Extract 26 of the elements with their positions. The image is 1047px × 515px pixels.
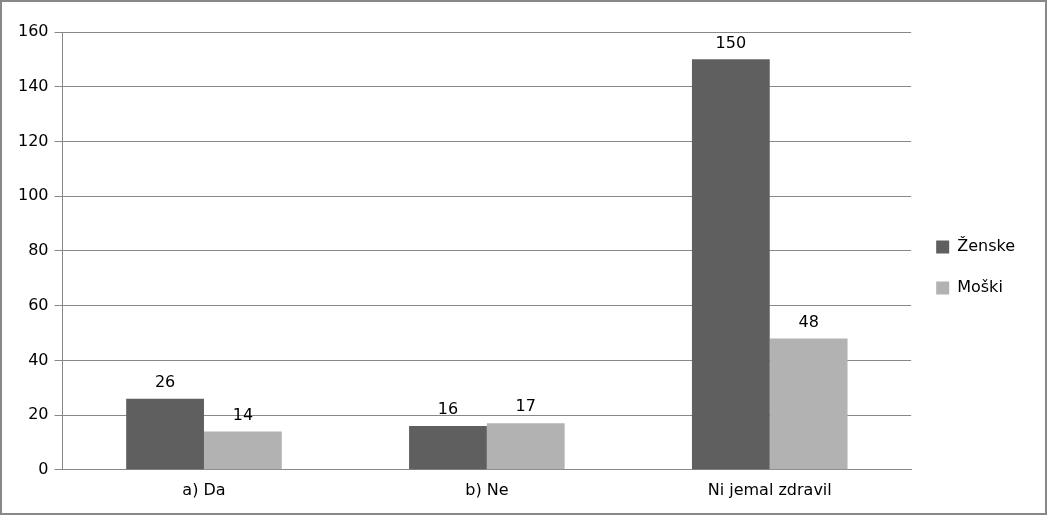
data-label: 48 — [798, 311, 819, 331]
data-label: 16 — [437, 399, 459, 419]
bar — [409, 426, 487, 470]
data-label: 26 — [154, 371, 176, 391]
bar — [486, 423, 565, 470]
bar — [203, 431, 282, 470]
y-tick-label: 140 — [17, 75, 49, 95]
legend-label: Ženske — [957, 236, 1016, 256]
x-tick-label: Ni jemal zdravil — [707, 479, 832, 499]
y-tick-label: 20 — [28, 404, 49, 424]
bar — [691, 59, 770, 470]
x-tick-label: b) Ne — [465, 479, 509, 499]
legend-label: Moški — [957, 277, 1003, 297]
y-tick-label: 160 — [17, 21, 49, 41]
x-tick-label: a) Da — [182, 479, 226, 499]
data-label: 14 — [232, 404, 254, 424]
y-tick-label: 100 — [17, 185, 49, 205]
y-tick-label: 40 — [28, 349, 49, 369]
y-tick-label: 120 — [17, 130, 49, 150]
y-tick-label: 60 — [28, 294, 49, 314]
bar — [126, 398, 204, 470]
data-label: 150 — [715, 32, 747, 52]
data-label: 17 — [515, 396, 536, 416]
bar — [769, 338, 848, 470]
y-tick-label: 0 — [38, 458, 49, 478]
y-tick-label: 80 — [28, 240, 49, 260]
